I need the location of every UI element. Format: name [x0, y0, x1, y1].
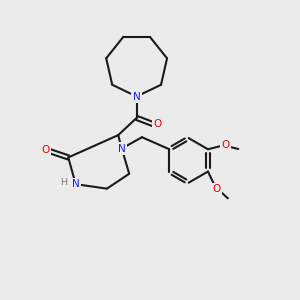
Text: O: O: [212, 184, 221, 194]
Text: H: H: [60, 178, 68, 188]
Text: N: N: [72, 179, 80, 189]
Text: O: O: [154, 119, 162, 129]
Text: O: O: [221, 140, 229, 150]
Text: N: N: [133, 92, 140, 101]
Text: O: O: [41, 145, 50, 155]
Text: N: N: [118, 143, 126, 154]
